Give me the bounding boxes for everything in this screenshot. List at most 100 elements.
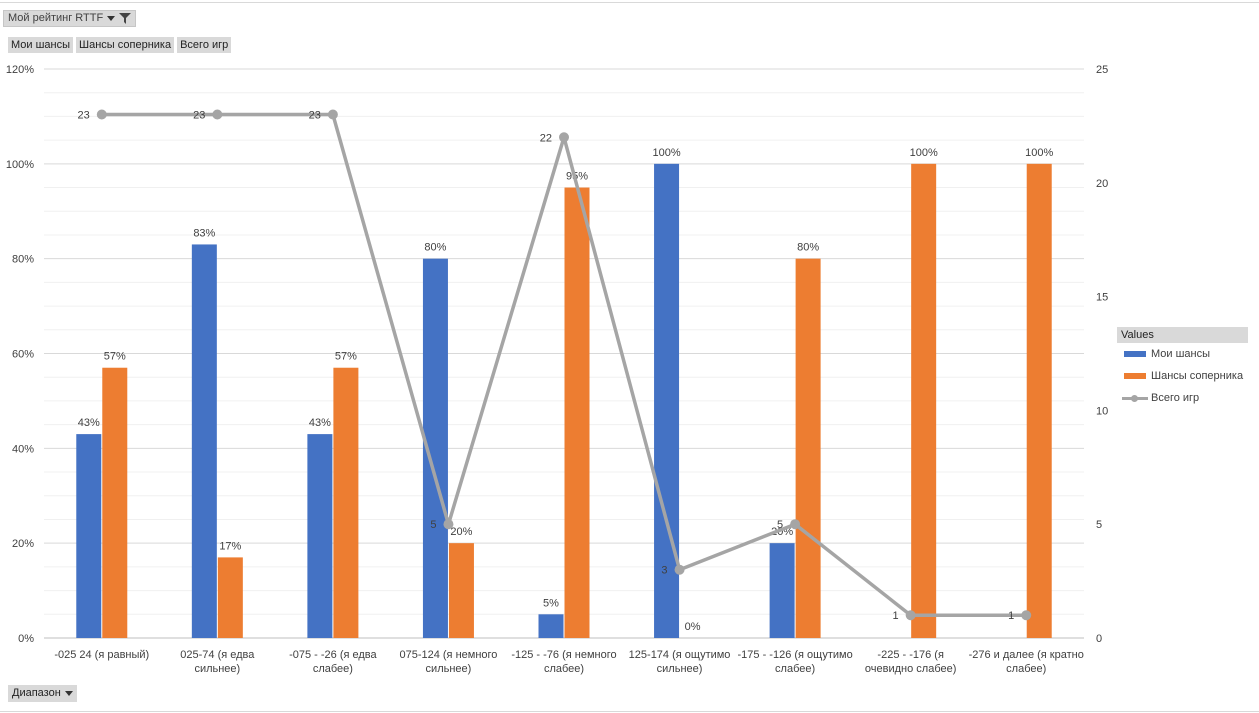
category-label: 075-124 (я немного bbox=[399, 649, 497, 661]
bar-opponent-chances bbox=[217, 557, 243, 638]
legend-swatch-opponent-chances bbox=[1124, 373, 1146, 379]
bar-my-chances bbox=[307, 434, 333, 638]
left-axis-tick-label: 20% bbox=[12, 538, 34, 550]
legend-label-total-games: Всего игр bbox=[1151, 392, 1200, 404]
marker-total-games bbox=[674, 564, 685, 575]
marker-total-games bbox=[559, 132, 569, 143]
category-label: -075 - -26 (я едва bbox=[289, 649, 377, 661]
value-field-buttons: Мои шансы Шансы соперника Всего игр bbox=[8, 37, 232, 53]
dropdown-arrow-icon bbox=[107, 16, 116, 21]
data-label-total-games: 1 bbox=[893, 610, 899, 622]
data-label-opponent-chances: 57% bbox=[335, 351, 357, 363]
right-axis-tick-label: 15 bbox=[1096, 292, 1108, 304]
left-axis-tick-label: 60% bbox=[12, 349, 34, 361]
report-filter-button[interactable]: Мой рейтинг RTTF bbox=[3, 10, 137, 27]
right-axis-tick-label: 25 bbox=[1096, 64, 1108, 76]
bar-my-chances bbox=[769, 543, 795, 638]
marker-total-games bbox=[212, 109, 223, 120]
data-label-my-chances: 5% bbox=[543, 597, 559, 609]
data-label-total-games: 23 bbox=[78, 110, 90, 122]
marker-total-games bbox=[327, 109, 338, 120]
field-button-total-games[interactable]: Всего игр bbox=[177, 37, 232, 53]
data-label-opponent-chances: 57% bbox=[104, 351, 126, 363]
right-axis-tick-label: 5 bbox=[1096, 519, 1102, 531]
category-label: сильнее) bbox=[657, 663, 703, 675]
chart-frame-bottom bbox=[0, 711, 1259, 712]
data-label-opponent-chances: 17% bbox=[219, 540, 241, 552]
category-label: слабее) bbox=[313, 663, 353, 675]
data-label-my-chances: 20% bbox=[771, 526, 793, 538]
category-label: 025-74 (я едва bbox=[180, 649, 255, 661]
bar-opponent-chances bbox=[448, 543, 474, 638]
data-label-total-games: 22 bbox=[540, 132, 552, 144]
data-label-my-chances: 43% bbox=[309, 417, 331, 429]
marker-total-games bbox=[790, 519, 801, 530]
data-label-opponent-chances: 0% bbox=[685, 621, 701, 633]
bar-opponent-chances bbox=[333, 367, 359, 638]
bar-opponent-chances bbox=[795, 258, 821, 638]
left-axis-tick-label: 40% bbox=[12, 443, 34, 455]
category-label: слабее) bbox=[544, 663, 584, 675]
data-label-my-chances: 80% bbox=[424, 242, 446, 254]
legend-swatch-total-games-marker bbox=[1131, 395, 1138, 402]
marker-total-games bbox=[1021, 610, 1032, 621]
data-label-opponent-chances: 100% bbox=[1025, 147, 1053, 159]
data-label-total-games: 5 bbox=[777, 519, 783, 531]
category-label: -125 - -76 (я немного bbox=[511, 649, 616, 661]
left-axis-tick-label: 120% bbox=[6, 64, 34, 76]
bar-my-chances bbox=[191, 244, 217, 639]
dropdown-arrow-icon bbox=[64, 691, 73, 696]
marker-total-games bbox=[96, 109, 107, 120]
category-label: очевидно слабее) bbox=[865, 663, 957, 675]
left-axis-tick-label: 0% bbox=[18, 633, 34, 645]
data-label-opponent-chances: 80% bbox=[797, 242, 819, 254]
chart-frame-top bbox=[0, 2, 1259, 3]
right-axis-tick-label: 0 bbox=[1096, 633, 1102, 645]
legend-label-my-chances: Мои шансы bbox=[1151, 348, 1211, 360]
bar-opponent-chances bbox=[1026, 163, 1052, 639]
bar-opponent-chances bbox=[911, 163, 937, 639]
category-label: -175 - -126 (я ощутимо bbox=[738, 649, 853, 661]
bar-opponent-chances bbox=[564, 187, 590, 638]
filter-field-label: Мой рейтинг RTTF bbox=[8, 12, 104, 24]
legend-item-opponent-chances[interactable]: Шансы соперника bbox=[1117, 365, 1248, 387]
bar-my-chances bbox=[538, 614, 564, 638]
field-button-my-chances[interactable]: Мои шансы bbox=[8, 37, 74, 53]
legend: Values Мои шансы Шансы соперника Всего и… bbox=[1117, 327, 1248, 409]
bar-opponent-chances bbox=[102, 367, 128, 638]
bar-my-chances bbox=[76, 434, 102, 638]
axis-field-label: Диапазон bbox=[12, 687, 61, 699]
legend-item-total-games[interactable]: Всего игр bbox=[1117, 387, 1248, 409]
marker-total-games bbox=[443, 519, 454, 530]
legend-label-opponent-chances: Шансы соперника bbox=[1151, 370, 1244, 382]
data-label-my-chances: 83% bbox=[193, 227, 215, 239]
data-label-opponent-chances: 100% bbox=[910, 147, 938, 159]
legend-item-my-chances[interactable]: Мои шансы bbox=[1117, 343, 1248, 365]
category-label: слабее) bbox=[775, 663, 815, 675]
data-label-opponent-chances: 95% bbox=[566, 171, 588, 183]
data-label-total-games: 3 bbox=[661, 565, 667, 577]
data-label-total-games: 23 bbox=[193, 110, 205, 122]
category-label: -025 24 (я равный) bbox=[54, 649, 149, 661]
category-label: -225 - -176 (я bbox=[877, 649, 944, 661]
filter-funnel-icon bbox=[119, 13, 132, 24]
data-label-total-games: 23 bbox=[309, 110, 321, 122]
legend-title: Values bbox=[1117, 327, 1248, 343]
right-axis-tick-label: 20 bbox=[1096, 178, 1108, 190]
legend-swatch-my-chances bbox=[1124, 351, 1146, 357]
data-label-opponent-chances: 20% bbox=[450, 526, 472, 538]
category-label: -276 и далее (я кратно bbox=[969, 649, 1084, 661]
marker-total-games bbox=[905, 610, 916, 621]
data-label-my-chances: 100% bbox=[652, 147, 680, 159]
category-label: слабее) bbox=[1006, 663, 1046, 675]
axis-field-button[interactable]: Диапазон bbox=[8, 685, 77, 702]
data-label-total-games: 5 bbox=[430, 519, 436, 531]
right-axis-tick-label: 10 bbox=[1096, 405, 1108, 417]
category-label: 125-174 (я ощутимо bbox=[629, 649, 731, 661]
left-axis-tick-label: 80% bbox=[12, 254, 34, 266]
field-button-opponent-chances[interactable]: Шансы соперника bbox=[76, 37, 175, 53]
category-label: сильнее) bbox=[194, 663, 240, 675]
category-label: сильнее) bbox=[426, 663, 472, 675]
data-label-total-games: 1 bbox=[1008, 610, 1014, 622]
